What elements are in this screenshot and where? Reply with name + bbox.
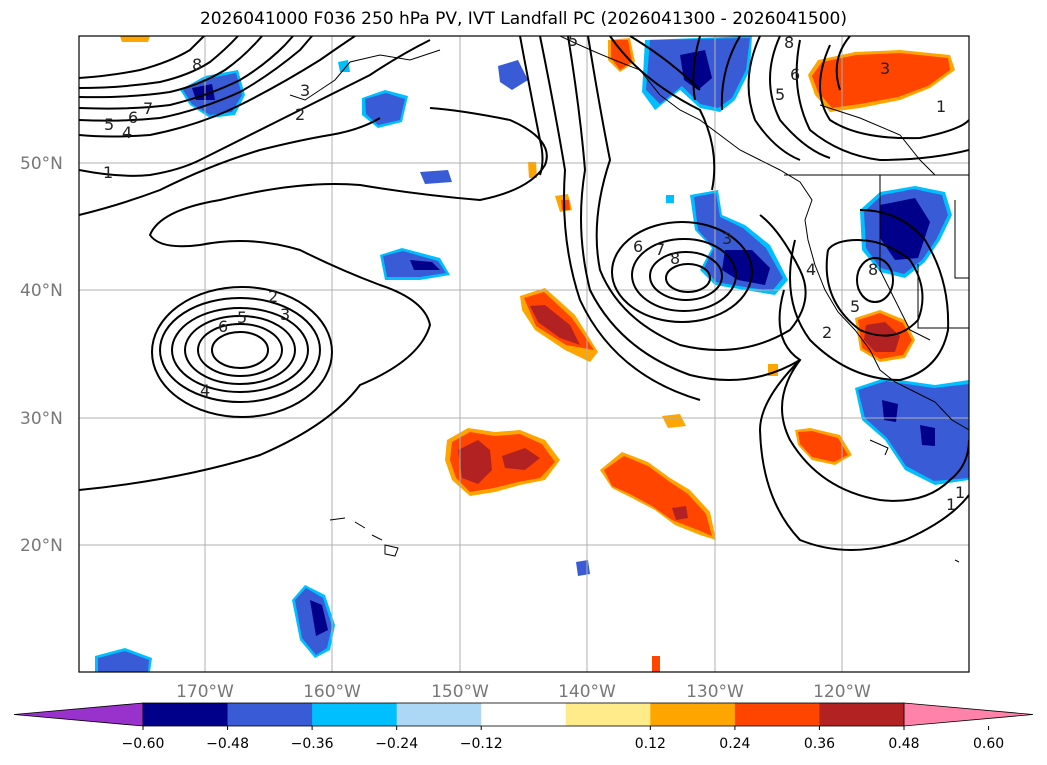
positive-anomaly-regions [120,36,955,672]
colorbar-ticks: −0.60 −0.48 −0.36 −0.24 −0.12 0.12 0.24 0.36 0.4… [122,726,1004,752]
anomaly-blob [295,588,332,655]
anomaly-blob [882,400,898,422]
colorbar-frame [142,702,905,727]
contour-label: 4 [122,123,132,142]
anomaly-blob [672,506,688,520]
colorbar-segment [819,703,905,726]
contour-label: 6 [218,317,228,336]
contour-label: 8 [670,249,680,268]
contour-label: 5 [775,85,785,104]
contour-label: 5 [850,297,860,316]
lat-label: 50°N [20,154,63,174]
contour-label: 3 [880,59,890,78]
contour-label: 5 [568,31,578,50]
anomaly-blob [530,305,580,345]
contour-label: 5 [237,308,247,327]
anomaly-blob [611,40,632,70]
anomaly-blob [458,440,492,484]
contour-label: 7 [143,99,153,118]
colorbar-segment [312,703,398,726]
contour-label: 6 [128,108,138,127]
colorbar-tick-label: −0.24 [375,736,418,752]
colorbar-segment [143,703,229,726]
contour-label: 4 [806,260,816,279]
contour-label: 2 [268,287,278,306]
anomaly-blob [812,53,950,108]
anomaly-blob [192,84,215,100]
contour-label: 6 [633,237,643,256]
colorbar-tick-label: −0.36 [291,736,334,752]
anomaly-blob [798,431,848,462]
contour-label: 4 [200,381,210,400]
contour-label: 8 [192,55,202,74]
anomaly-blob [528,162,537,178]
colorbar-segment [396,703,482,726]
colorbar-tick-label: 0.12 [635,736,666,752]
colorbar-extend-high [903,702,1034,727]
anomaly-blob [310,600,328,636]
anomaly-blob [722,250,770,285]
colorbar-tick-label: −0.48 [206,736,249,752]
contour-label: 1 [946,495,956,514]
lat-label: 30°N [20,409,63,429]
colorbar-tick-label: −0.12 [460,736,503,752]
contour-label: 6 [790,65,800,84]
colorbar-segments [13,702,1034,727]
anomaly-blob [365,93,405,125]
coastlines [289,36,969,563]
lon-label: 170°W [176,682,234,702]
anomaly-blob [652,656,660,672]
colorbar-tick-label: 0.36 [804,736,835,752]
contour-label: 2 [822,323,832,342]
contour-label: 8 [868,260,878,279]
anomaly-blob [680,50,712,90]
contour-label: 3 [300,81,310,100]
anomaly-blob [880,198,930,260]
lon-label: 140°W [558,682,616,702]
figure-title: 2026041000 F036 250 hPa PV, IVT Landfall… [199,9,847,29]
longitude-labels: 170°W 160°W 150°W 140°W 130°W 120°W [176,682,871,702]
contour-label: 1 [936,97,946,116]
lon-label: 150°W [431,682,489,702]
map-frame [78,35,970,673]
colorbar-tick-label: 0.48 [888,736,919,752]
colorbar-segment [227,703,313,726]
anomaly-blob [120,36,150,42]
colorbar-segment [565,703,651,726]
contour-label: 7 [655,240,665,259]
anomaly-blob [502,448,540,470]
lon-label: 120°W [813,682,871,702]
anomaly-blob [98,651,149,672]
latitude-labels: 50°N 40°N 30°N 20°N [20,154,63,556]
lon-label: 130°W [686,682,744,702]
lat-label: 20°N [20,536,63,556]
anomaly-blob [420,170,452,184]
contour-label: 1 [955,483,965,502]
colorbar-extend-low [13,702,144,727]
pv-contours [79,36,969,551]
contour-label: 1 [103,163,113,182]
anomaly-blob [864,322,900,352]
contour-label: 3 [280,305,290,324]
anomaly-blob [338,60,350,72]
contour-label: 2 [295,105,305,124]
colorbar-tick-label: 0.24 [719,736,750,752]
anomaly-blob [498,60,528,90]
contour-label: 3 [722,229,732,248]
colorbar-tick-label: −0.60 [122,736,165,752]
colorbar-segment [650,703,736,726]
lat-label: 40°N [20,281,63,301]
colorbar-segment [734,703,820,726]
anomaly-blob [666,195,674,203]
contour-labels: 8 5 4 6 7 3 2 1 6 5 3 2 4 6 7 8 5 8 3 6 … [103,31,965,514]
contour-label: 5 [104,115,114,134]
colorbar-segment [481,703,567,726]
anomaly-blob [410,260,440,270]
lon-label: 160°W [303,682,361,702]
contour-label: 8 [784,33,794,52]
colorbar-tick-label: 0.60 [973,736,1004,752]
anomaly-blob [920,425,935,446]
